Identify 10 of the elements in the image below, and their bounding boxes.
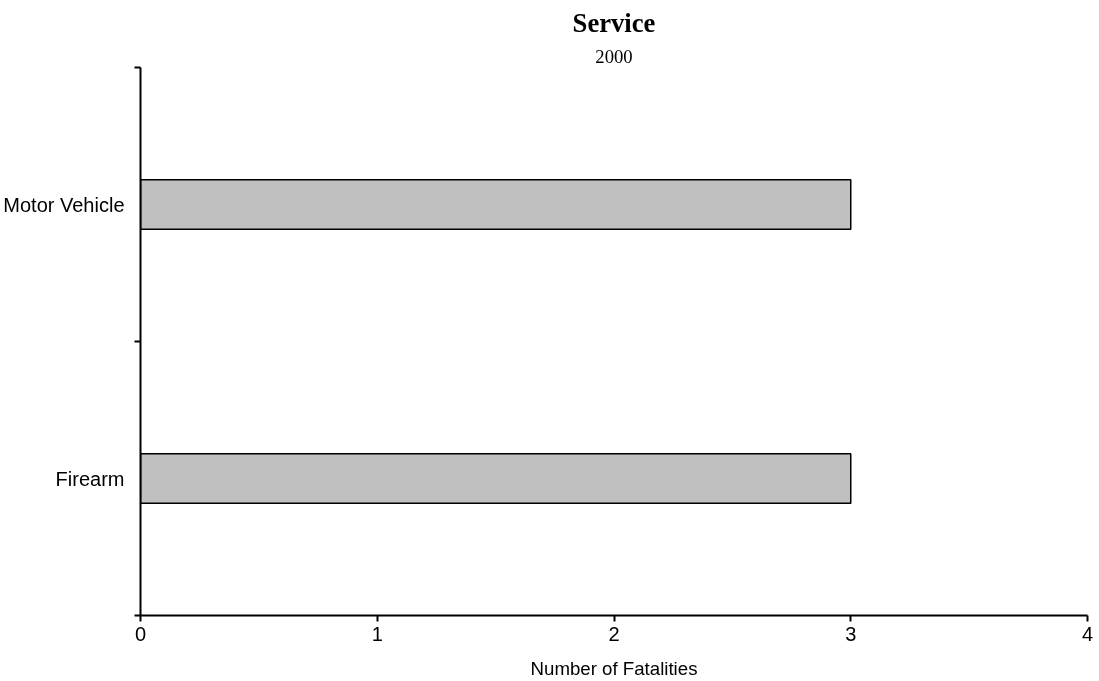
y-tick-label: Firearm bbox=[55, 467, 125, 490]
chart-subtitle: 2000 bbox=[595, 45, 633, 67]
x-axis-title: Number of Fatalities bbox=[530, 657, 698, 679]
x-tick-label: 0 bbox=[134, 622, 147, 645]
x-tick-label: 1 bbox=[371, 622, 383, 645]
x-tick-label: 3 bbox=[845, 622, 857, 645]
y-tick-label: Motor Vehicle bbox=[3, 193, 125, 216]
chart-title: Service bbox=[572, 7, 656, 38]
x-tick-label: 4 bbox=[1081, 622, 1094, 645]
x-tick-label: 2 bbox=[608, 622, 620, 645]
